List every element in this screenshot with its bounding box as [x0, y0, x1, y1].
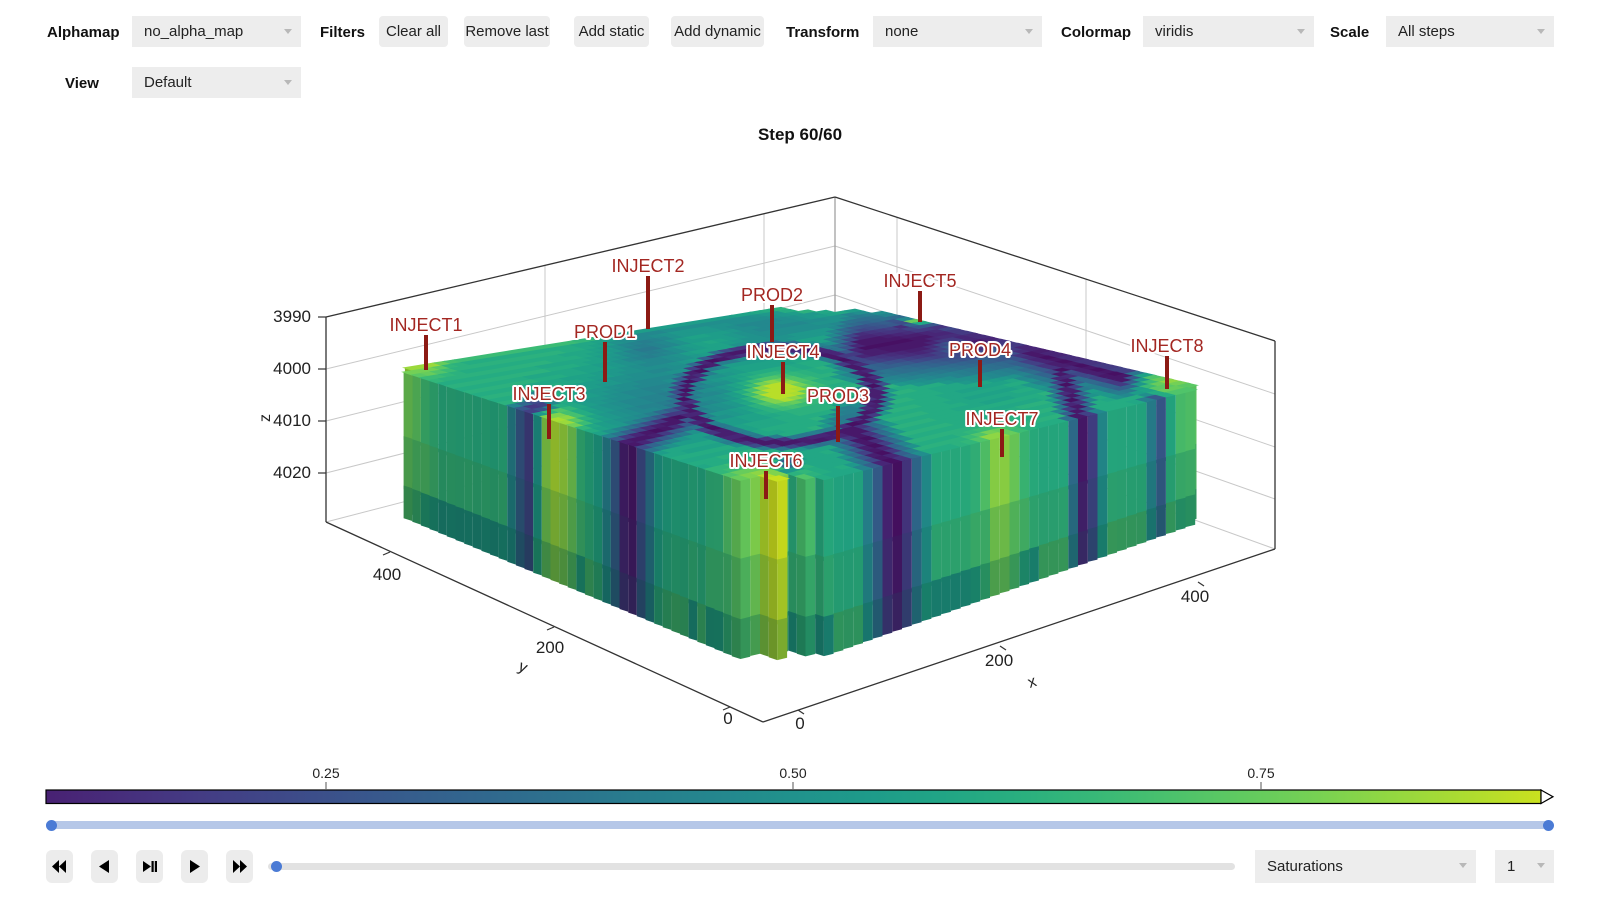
svg-text:x: x	[1026, 673, 1039, 692]
svg-text:400: 400	[1181, 587, 1209, 606]
svg-text:INJECT6: INJECT6	[729, 451, 802, 471]
svg-text:PROD1: PROD1	[574, 322, 636, 342]
svg-text:PROD3: PROD3	[807, 386, 869, 406]
svg-text:PROD4: PROD4	[949, 340, 1011, 360]
svg-text:INJECT5: INJECT5	[883, 271, 956, 291]
svg-text:0.25: 0.25	[312, 765, 339, 781]
svg-text:PROD2: PROD2	[741, 285, 803, 305]
svg-text:3990: 3990	[273, 307, 311, 326]
svg-text:INJECT3: INJECT3	[512, 384, 585, 404]
svg-text:INJECT8: INJECT8	[1130, 336, 1203, 356]
svg-text:200: 200	[536, 638, 564, 657]
svg-text:400: 400	[373, 565, 401, 584]
svg-text:4020: 4020	[273, 463, 311, 482]
svg-text:Step 60/60: Step 60/60	[758, 125, 842, 144]
svg-text:0: 0	[795, 714, 804, 733]
svg-text:z: z	[257, 414, 274, 422]
svg-text:0.50: 0.50	[779, 765, 806, 781]
svg-text:4010: 4010	[273, 411, 311, 430]
svg-text:0.75: 0.75	[1247, 765, 1274, 781]
svg-text:INJECT4: INJECT4	[746, 342, 819, 362]
svg-text:INJECT2: INJECT2	[611, 256, 684, 276]
svg-text:200: 200	[985, 651, 1013, 670]
svg-text:y: y	[516, 658, 530, 677]
svg-text:INJECT7: INJECT7	[965, 409, 1038, 429]
svg-text:4000: 4000	[273, 359, 311, 378]
svg-text:0: 0	[723, 709, 732, 728]
svg-text:INJECT1: INJECT1	[389, 315, 462, 335]
